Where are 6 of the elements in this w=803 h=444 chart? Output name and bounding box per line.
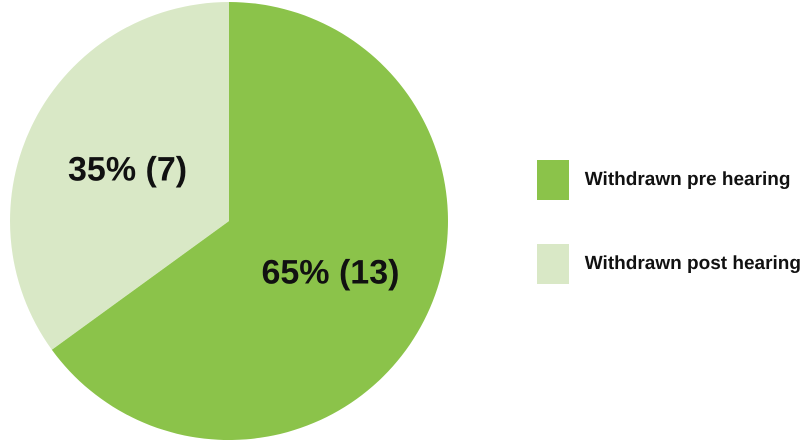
pie-slice xyxy=(10,2,229,350)
pie-slice xyxy=(52,2,448,440)
data-label: 35% (7) xyxy=(68,150,188,188)
legend-label: Withdrawn post hearing xyxy=(584,253,801,275)
data-label: 65% (13) xyxy=(261,254,400,292)
legend-label: Withdrawn pre hearing xyxy=(584,169,790,191)
